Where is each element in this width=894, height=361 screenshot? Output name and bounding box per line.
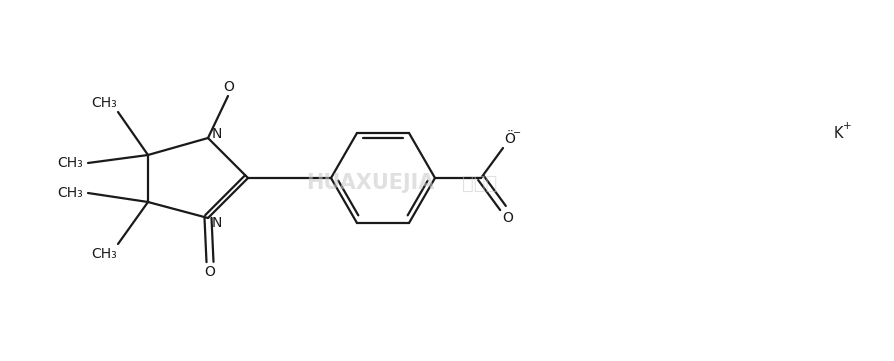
Text: O: O — [205, 265, 215, 279]
Text: HUAXUEJIA: HUAXUEJIA — [306, 173, 434, 193]
Text: Ö: Ö — [504, 132, 516, 146]
Text: N: N — [212, 127, 223, 141]
Text: N: N — [212, 216, 223, 230]
Text: CH₃: CH₃ — [91, 96, 117, 110]
Text: CH₃: CH₃ — [91, 247, 117, 261]
Text: CH₃: CH₃ — [57, 156, 83, 170]
Text: +: + — [843, 121, 852, 131]
Text: K: K — [834, 126, 844, 142]
Text: O: O — [224, 80, 234, 94]
Text: CH₃: CH₃ — [57, 186, 83, 200]
Text: O: O — [502, 211, 513, 225]
Text: −: − — [513, 128, 521, 138]
Text: 化学加: 化学加 — [462, 174, 498, 192]
